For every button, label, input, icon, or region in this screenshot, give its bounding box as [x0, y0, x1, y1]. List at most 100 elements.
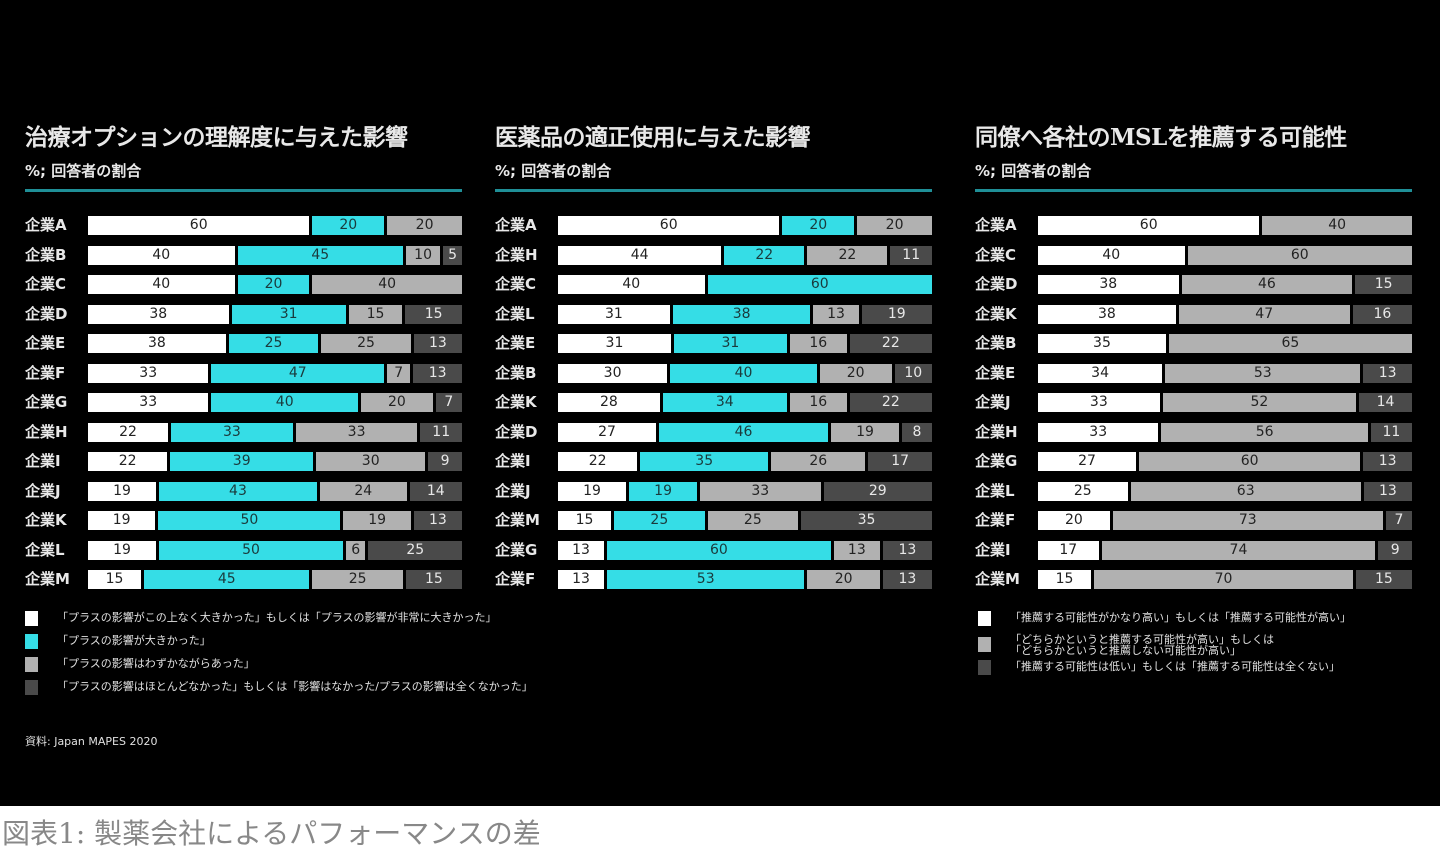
stacked-bar: 38 25 25 13	[88, 334, 462, 353]
category-label: 企業E	[25, 334, 66, 352]
legend-item: 「プラスの影響が大きかった」	[25, 634, 533, 651]
bar-segment-series-3: 19	[343, 511, 414, 530]
bar-row: 企業L 25 63 13	[975, 481, 1412, 501]
chart-subtitle: %; 回答者の割合	[975, 162, 1092, 180]
bar-row: 企業D 38 46 15	[975, 275, 1412, 294]
source-note: 資料: Japan MAPES 2020	[25, 735, 158, 748]
bar-segment-series-2: 22	[724, 245, 808, 265]
stacked-bar: 38 47 16	[1038, 304, 1412, 324]
bar-segment-series-1: 38	[88, 334, 229, 353]
bar-segment-series-1: 35	[1038, 334, 1169, 353]
bar-segment-series-4: 35	[801, 511, 932, 530]
legend-swatch-darkgray	[978, 660, 991, 675]
stacked-bar: 40 60	[558, 275, 932, 294]
category-label: 企業I	[25, 452, 61, 470]
chart-panel-proper-use: 医薬品の適正使用に与えた影響 %; 回答者の割合 企業A 60 20 20 企業H 44 2…	[495, 118, 932, 589]
bar-segment-series-1: 33	[88, 393, 212, 412]
bar-segment-series-3: 40	[312, 275, 462, 294]
category-label: 企業C	[975, 245, 1017, 264]
bar-segment-series-1: 38	[1038, 304, 1179, 324]
bar-row: 企業A 60 20 20	[25, 216, 462, 235]
stacked-bar: 60 20 20	[88, 216, 462, 235]
bar-segment-series-2: 65	[1168, 334, 1412, 353]
stacked-bar: 38 46 15	[1038, 275, 1412, 294]
bar-segment-series-1: 33	[1038, 393, 1163, 412]
bar-segment-series-4: 15	[405, 304, 462, 324]
bar-segment-series-3: 9	[1378, 540, 1412, 560]
stacked-bar: 60 20 20	[558, 216, 932, 235]
title-divider	[975, 189, 1412, 192]
stacked-bar: 34 53 13	[1038, 363, 1412, 383]
bar-row: 企業I 22 35 26 17	[495, 452, 932, 471]
bar-row: 企業I 22 39 30 9	[25, 452, 462, 471]
bar-segment-series-2: 45	[237, 245, 406, 265]
bar-segment-series-2: 60	[607, 540, 834, 560]
bar-segment-series-3: 16	[789, 393, 850, 412]
bar-segment-series-3: 7	[387, 363, 414, 383]
category-label: 企業C	[25, 275, 67, 293]
bar-row: 企業H 33 56 11	[975, 422, 1412, 442]
chart-title: 同僚へ各社のMSLを推薦する可能性	[975, 124, 1347, 151]
bar-segment-series-3: 15	[348, 304, 406, 324]
bar-segment-series-1: 25	[1038, 481, 1131, 501]
stacked-bar: 15 25 25 35	[558, 511, 932, 530]
category-label: 企業J	[495, 481, 531, 500]
bar-segment-series-3: 15	[1355, 570, 1412, 589]
bar-row: 企業J 33 52 14	[975, 393, 1412, 412]
bar-segment-series-1: 15	[558, 511, 615, 530]
bar-segment-series-3: 19	[831, 422, 903, 442]
category-label: 企業G	[25, 393, 68, 411]
bar-row: 企業H 44 22 22 11	[495, 245, 932, 265]
bar-segment-series-1: 22	[88, 422, 172, 442]
figure-board: 治療オプションの理解度に与えた影響 %; 回答者の割合 企業A 60 20 20 企業B…	[0, 0, 1440, 806]
bar-row: 企業K 19 50 19 13	[25, 511, 462, 530]
category-label: 企業A	[495, 216, 537, 234]
bar-segment-series-1: 20	[1038, 511, 1113, 530]
stacked-bar: 60 40	[1038, 216, 1412, 235]
bar-segment-series-2: 39	[170, 452, 317, 471]
bar-row: 企業M 15 70 15	[975, 570, 1412, 589]
chart-subtitle: %; 回答者の割合	[495, 162, 612, 180]
legend-label: 「プラスの影響が大きかった」	[57, 634, 211, 647]
stacked-bar: 22 33 33 11	[88, 422, 462, 442]
category-label: 企業E	[975, 363, 1016, 382]
bar-segment-series-3: 13	[1363, 452, 1412, 471]
bar-row: 企業L 19 50 6 25	[25, 540, 462, 560]
bar-row: 企業C 40 60	[975, 245, 1412, 265]
bar-segment-series-3: 13	[1363, 481, 1412, 501]
bar-segment-series-1: 19	[88, 540, 160, 560]
category-label: 企業L	[25, 540, 65, 559]
bar-segment-series-1: 38	[1038, 275, 1182, 294]
category-label: 企業A	[25, 216, 67, 234]
bar-segment-series-3: 6	[346, 540, 369, 560]
bar-segment-series-4: 13	[413, 363, 462, 383]
bar-segment-series-3: 10	[405, 245, 444, 265]
chart-title: 治療オプションの理解度に与えた影響	[25, 124, 408, 151]
bar-segment-series-1: 22	[558, 452, 641, 471]
bar-segment-series-2: 52	[1162, 393, 1360, 412]
bar-segment-series-4: 9	[428, 452, 462, 471]
bar-row: 企業J 19 43 24 14	[25, 481, 462, 501]
legend-swatch-cyan	[25, 634, 38, 649]
bar-segment-series-3: 22	[807, 245, 891, 265]
bar-row: 企業G 33 40 20 7	[25, 393, 462, 412]
bar-segment-series-2: 20	[312, 216, 388, 235]
bar-row: 企業A 60 40	[975, 216, 1412, 235]
category-label: 企業F	[25, 363, 66, 382]
stacked-bar: 13 53 20 13	[558, 570, 932, 589]
legend-item: 「プラスの影響はわずかながらあった」	[25, 657, 533, 674]
bar-row: 企業E 38 25 25 13	[25, 334, 462, 353]
stacked-bar: 40 45 10 5	[88, 245, 462, 265]
bar-segment-series-4: 25	[368, 540, 462, 560]
bar-segment-series-3: 26	[771, 452, 869, 471]
bar-segment-series-3: 25	[707, 511, 802, 530]
bar-segment-series-1: 15	[1038, 570, 1095, 589]
bar-segment-series-1: 31	[558, 304, 673, 324]
bar-segment-series-1: 19	[558, 481, 630, 501]
bar-segment-series-4: 11	[420, 422, 462, 442]
stacked-bar: 31 38 13 19	[558, 304, 932, 324]
bar-segment-series-3: 20	[361, 393, 436, 412]
bar-segment-series-2: 19	[629, 481, 701, 501]
bar-segment-series-2: 74	[1101, 540, 1379, 560]
bar-segment-series-3: 16	[789, 334, 850, 353]
